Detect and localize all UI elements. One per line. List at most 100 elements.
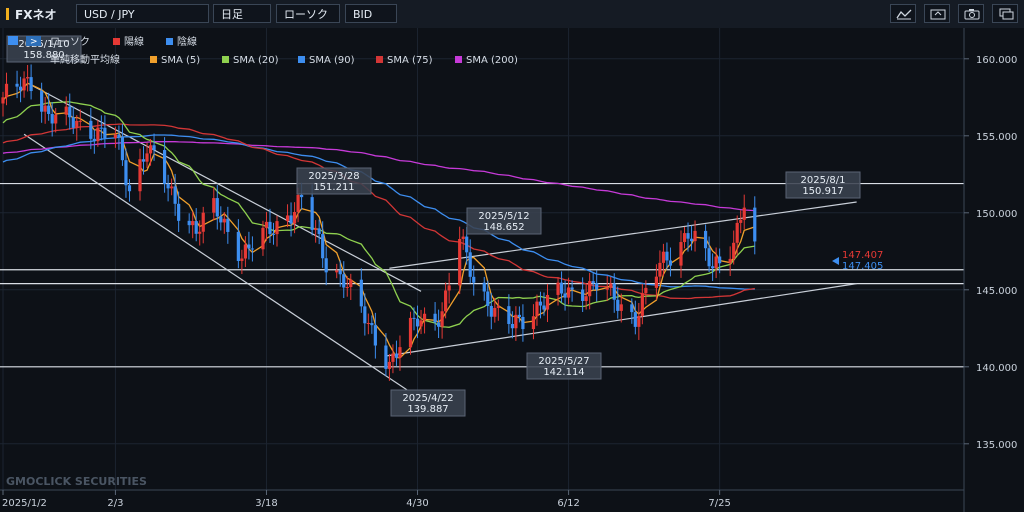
candle-body [682, 233, 687, 243]
candle-body [679, 242, 683, 266]
candle-body [570, 287, 574, 290]
candle-body [486, 291, 490, 306]
draw-tool-button[interactable] [890, 4, 916, 23]
sma90-swatch [298, 56, 305, 63]
candle-body [689, 238, 694, 242]
candle-body [148, 145, 153, 154]
candle-body [742, 207, 746, 220]
candle-body [194, 221, 198, 234]
candle-body [658, 262, 662, 277]
candle-body [482, 282, 486, 292]
candle-body [563, 293, 567, 298]
candle-body [247, 244, 251, 249]
annotation-box [6, 35, 82, 63]
candle-body [120, 137, 125, 161]
annotation-date: 2025/5/27 [538, 356, 589, 367]
candle-body [268, 221, 272, 234]
candle-body [187, 220, 191, 226]
candle-body [240, 258, 244, 261]
candle-body [707, 248, 711, 267]
annotation-date: 2025/1/10 [18, 39, 69, 50]
candle-body [366, 323, 370, 325]
price-type-select[interactable]: BID [345, 4, 397, 23]
legend-expand-icon[interactable] [26, 36, 41, 46]
candle-body [714, 256, 718, 269]
candle-body [261, 227, 265, 250]
candle-body [250, 248, 255, 250]
legend-candle: ローソク [50, 36, 90, 48]
candle-body [103, 127, 107, 139]
legend-toggle-icon[interactable] [8, 36, 18, 45]
trend-line [389, 201, 857, 269]
candle-body [236, 231, 240, 261]
candle-body [496, 306, 500, 308]
candle-body [591, 281, 595, 284]
candle-body [198, 231, 202, 234]
legend: > ローソク 陽線 陰線 単純移動平均線 SMA (5) SMA (20) SM… [8, 35, 518, 66]
candle-body [419, 320, 423, 327]
candle-body [566, 287, 571, 298]
y-tick-label: 135.000 [976, 440, 1017, 451]
candle-body [191, 221, 195, 226]
x-tick-label: 3/18 [255, 498, 277, 509]
candle-body [226, 218, 230, 232]
candle-body [317, 228, 321, 235]
candle-body [314, 228, 318, 230]
window-button[interactable] [992, 4, 1018, 23]
indicator-button[interactable] [924, 4, 950, 23]
chart-style-select[interactable]: ローソク [276, 4, 340, 23]
period-select[interactable]: 日足 [213, 4, 271, 23]
trend-draw-icon [896, 9, 912, 20]
candle-body [113, 134, 118, 139]
candle-body [408, 317, 413, 348]
candle-body [324, 258, 328, 273]
candle-body [753, 207, 757, 242]
annotation-value: 158.880 [23, 50, 64, 61]
candle-body [18, 86, 23, 91]
candle-body [264, 221, 269, 228]
candle-body [292, 211, 297, 224]
candle-body [739, 219, 743, 223]
candle-body [521, 316, 525, 330]
last-price-marker-icon [832, 257, 839, 265]
candle-body [78, 120, 82, 122]
candle-body [633, 312, 637, 327]
screenshot-button[interactable] [958, 4, 984, 23]
candle-body [338, 270, 342, 275]
trend-line [23, 133, 408, 391]
candle-body [668, 260, 673, 266]
candle-body [222, 218, 226, 223]
candle-body [458, 238, 462, 286]
x-tick-label: 4/30 [406, 498, 428, 509]
y-tick-label: 140.000 [976, 363, 1017, 374]
candle-body [170, 186, 174, 189]
candle-body [595, 283, 599, 290]
candle-body [630, 304, 634, 313]
candle-body [640, 293, 644, 316]
candle-body [538, 301, 543, 306]
y-tick-label: 145.000 [976, 286, 1017, 297]
candle-body [40, 91, 44, 112]
candle-body [345, 287, 349, 289]
annotation-date: 2025/8/1 [801, 175, 846, 186]
brand-label: FXネオ [15, 8, 57, 22]
annotation-date: 2025/4/22 [402, 393, 453, 404]
candle-body [285, 215, 290, 222]
symbol-select[interactable]: USD / JPY [76, 4, 209, 23]
candle-body [127, 185, 132, 192]
candle-body [531, 316, 536, 330]
candle-body [370, 323, 374, 326]
candle-body [468, 252, 472, 277]
annotation-box [785, 171, 861, 199]
candle-body [335, 270, 339, 273]
candle-body [440, 311, 444, 327]
chevron-right-icon: > [30, 37, 38, 47]
candle-body [391, 353, 395, 362]
x-tick-label: 2/3 [107, 498, 123, 509]
price-chart[interactable]: 160.000 155.000 150.000 145.000 140.000 135.0… [0, 28, 1024, 512]
y-tick-label: 150.000 [976, 209, 1017, 220]
candle-body [71, 117, 75, 128]
candle-body [732, 242, 736, 259]
candle-body [310, 197, 314, 230]
candle-body [612, 283, 616, 300]
